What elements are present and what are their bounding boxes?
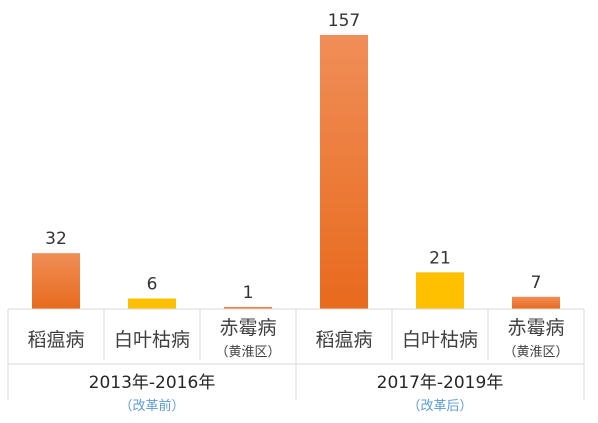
axis-lines-layer — [7, 308, 585, 400]
group-sublabel: （改革后） — [407, 399, 472, 414]
data-label: 157 — [328, 11, 360, 31]
bars-layer — [32, 35, 560, 309]
category-note: （黄淮区） — [503, 345, 568, 360]
bar — [512, 296, 560, 309]
category-label: 白叶枯病 — [114, 329, 190, 351]
category-label: 稻瘟病 — [27, 329, 84, 351]
bar — [224, 307, 272, 309]
group-label: 2017年-2019年 — [377, 373, 504, 393]
data-label: 21 — [429, 248, 451, 268]
bar — [32, 253, 80, 309]
category-label: 白叶枯病 — [402, 329, 478, 351]
group-sublabel: （改革前） — [119, 398, 184, 414]
category-label: 稻瘟病 — [315, 329, 372, 351]
data-label: 32 — [45, 229, 67, 249]
data-label: 1 — [243, 283, 254, 303]
data-label: 6 — [147, 275, 158, 295]
value-labels-layer: 32 6 1 157 21 7 — [45, 11, 541, 303]
bar — [320, 35, 368, 309]
group-label: 2013年-2016年 — [89, 373, 216, 393]
category-label: 赤霉病 — [219, 317, 276, 339]
category-note: （黄淮区） — [215, 345, 280, 360]
category-label: 赤霉病 — [507, 317, 564, 339]
group-labels-layer: 2013年-2016年 （改革前） 2017年-2019年 （改革后） — [89, 373, 504, 414]
bar — [128, 298, 176, 309]
data-label: 7 — [531, 273, 542, 293]
category-labels-layer: 稻瘟病 白叶枯病 赤霉病 （黄淮区） 稻瘟病 白叶枯病 赤霉病 （黄淮区） — [27, 317, 568, 360]
bar — [416, 272, 464, 309]
